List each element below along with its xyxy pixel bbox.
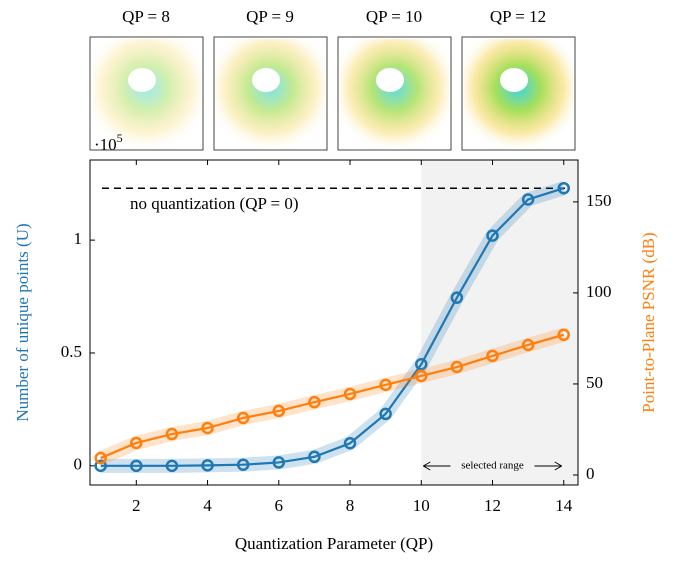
x-tick-label: 8	[346, 496, 355, 515]
marker	[343, 436, 357, 450]
marker	[450, 291, 464, 304]
y2-axis-title: Point-to-Plane PSNR (dB)	[639, 232, 658, 412]
marker	[521, 193, 535, 206]
multiplier-base: ·10	[94, 135, 117, 154]
marker	[308, 395, 321, 409]
arrow-head	[423, 461, 563, 471]
marker	[308, 450, 321, 464]
marker	[272, 456, 286, 469]
marker	[557, 328, 571, 342]
thumbnail-label: QP = 8	[122, 7, 170, 26]
marker	[486, 229, 499, 242]
marker	[486, 349, 499, 363]
marker	[94, 459, 107, 473]
selected-range	[421, 160, 578, 485]
marker	[130, 436, 143, 450]
thumbnail-image	[340, 39, 449, 148]
marker	[379, 407, 392, 421]
multiplier-exponent: 5	[117, 131, 123, 145]
y2-tick-label: 50	[586, 373, 603, 392]
y-tick-label: 0.5	[61, 342, 82, 361]
y2-tick-label: 0	[586, 464, 595, 483]
range-label-bg	[450, 458, 535, 474]
marker	[165, 427, 179, 441]
marker	[379, 378, 392, 392]
y-tick-label: 0	[74, 455, 83, 474]
x-tick-label: 6	[275, 496, 284, 515]
thumbnail-hole	[252, 68, 280, 92]
marker	[521, 338, 535, 352]
x-tick-label: 14	[555, 496, 573, 515]
marker	[415, 369, 428, 383]
marker	[130, 459, 143, 473]
thumbnail-hole	[500, 68, 528, 92]
thumbnail-hole	[128, 68, 156, 92]
thumbnails: QP = 8 QP = 9 QP = 10 QP = 12	[89, 7, 576, 151]
marker	[165, 459, 179, 473]
marker	[236, 411, 250, 425]
chart: no quantization (QP = 0) selected range 2 4…	[13, 131, 658, 553]
thumbnail-label: QP = 9	[246, 7, 294, 26]
y-multiplier: ·105	[94, 131, 123, 154]
marker	[94, 451, 107, 465]
y-axis-title: Number of unique points (U)	[13, 223, 32, 421]
y2-tick-label: 150	[586, 191, 612, 210]
thumbnail-label: QP = 10	[366, 7, 422, 26]
x-tick-label: 2	[132, 496, 141, 515]
range-label: selected range	[461, 460, 524, 472]
y2-tick-label: 100	[586, 282, 612, 301]
thumbnail-image	[216, 39, 325, 148]
thumbnail-image	[92, 39, 201, 148]
x-tick-label: 10	[413, 496, 430, 515]
marker	[272, 404, 286, 418]
marker	[236, 458, 250, 471]
marker	[450, 360, 464, 374]
plot-frame	[89, 159, 579, 486]
reference-label: no quantization (QP = 0)	[130, 194, 299, 213]
x-tick-label: 12	[484, 496, 501, 515]
y-tick-label: 1	[74, 229, 83, 248]
thumbnail-hole	[376, 68, 404, 92]
thumbnail-label: QP = 12	[490, 7, 546, 26]
x-axis-title: Quantization Parameter (QP)	[235, 534, 433, 553]
marker	[201, 459, 214, 472]
marker	[201, 421, 214, 435]
marker	[557, 181, 571, 195]
marker	[415, 358, 428, 371]
marker	[343, 387, 357, 401]
thumbnail-image	[464, 39, 573, 148]
x-tick-label: 4	[203, 496, 212, 515]
